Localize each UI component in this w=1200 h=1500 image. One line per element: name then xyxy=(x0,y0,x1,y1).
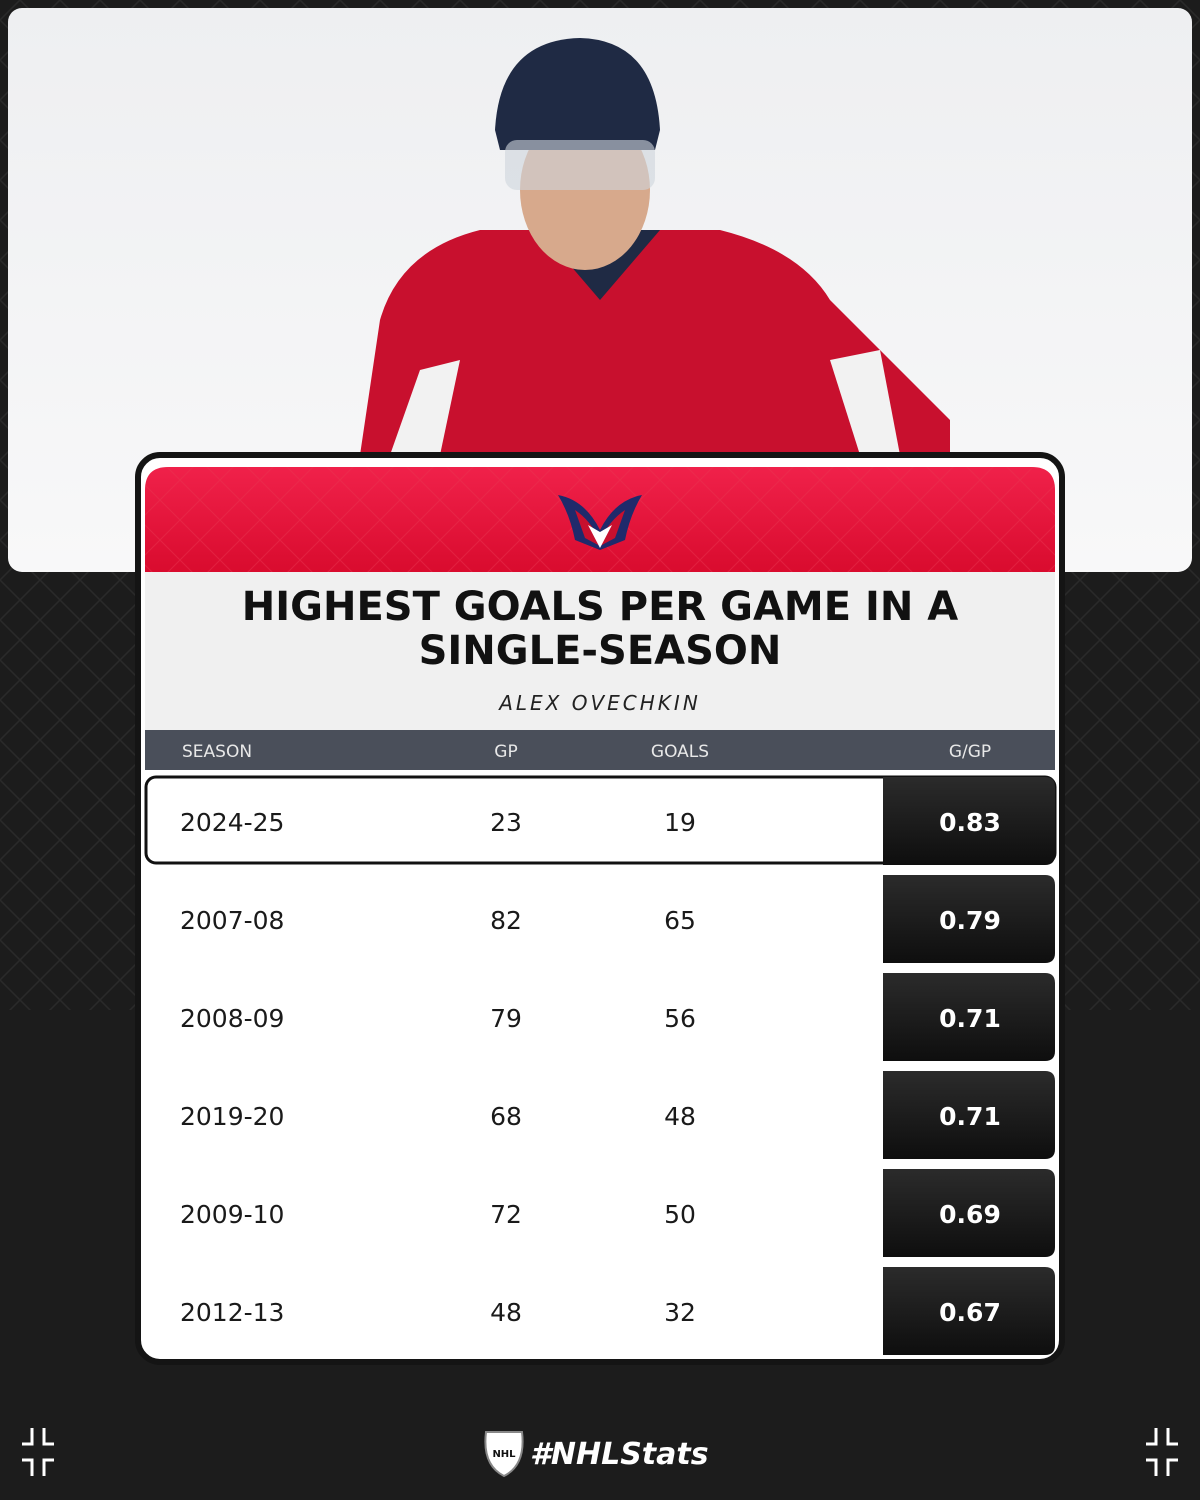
player-illustration xyxy=(360,38,950,455)
table-row: 2024-25 23 19 0.83 xyxy=(144,775,1057,865)
column-header: SEASON xyxy=(182,742,252,762)
column-header: GOALS xyxy=(651,742,709,762)
cell: 68 xyxy=(490,1102,522,1131)
column-header: G/GP xyxy=(949,742,991,762)
cell: 65 xyxy=(664,906,696,935)
cell: 2009-10 xyxy=(180,1200,284,1229)
cell: 79 xyxy=(490,1004,522,1033)
footer-hashtag: #NHLStats xyxy=(530,1437,709,1472)
svg-text:NHL: NHL xyxy=(492,1449,516,1460)
cell: 32 xyxy=(664,1298,696,1327)
value-cell xyxy=(883,1071,1055,1159)
g-per-gp: 0.69 xyxy=(939,1200,1001,1229)
table-row: 2008-09 79 56 0.71 xyxy=(145,973,1055,1061)
team-logo xyxy=(558,495,642,550)
cell: 2024-25 xyxy=(180,808,284,837)
title: HIGHEST GOALS PER GAME IN A SINGLE-SEASON xyxy=(242,584,958,674)
cell: 2019-20 xyxy=(180,1102,284,1131)
row-bg xyxy=(145,875,1055,963)
cell: 2007-08 xyxy=(180,906,284,935)
value-cell xyxy=(883,777,1055,865)
cell: 56 xyxy=(664,1004,696,1033)
row-bg xyxy=(145,1267,1055,1355)
card-header-pattern xyxy=(145,467,1055,572)
cell: 2012-13 xyxy=(180,1298,284,1327)
g-per-gp: 0.67 xyxy=(939,1298,1001,1327)
cell: 19 xyxy=(664,808,696,837)
header-bar xyxy=(145,730,1055,770)
value-cell xyxy=(883,1169,1055,1257)
cell: 72 xyxy=(490,1200,522,1229)
cell: 48 xyxy=(664,1102,696,1131)
cell: 50 xyxy=(664,1200,696,1229)
column-header: GP xyxy=(494,742,517,762)
g-per-gp: 0.79 xyxy=(939,906,1001,935)
row-bg xyxy=(145,1071,1055,1159)
cell: 2008-09 xyxy=(180,1004,284,1033)
title-area xyxy=(145,572,1055,730)
cell: 48 xyxy=(490,1298,522,1327)
table-row: 2007-08 82 65 0.79 xyxy=(145,875,1055,963)
value-cell xyxy=(883,1267,1055,1355)
table-row: 2019-20 68 48 0.71 xyxy=(145,1071,1055,1159)
cell: 82 xyxy=(490,906,522,935)
g-per-gp: 0.71 xyxy=(939,1004,1001,1033)
row-bg xyxy=(145,973,1055,1061)
row-bg xyxy=(145,1169,1055,1257)
subtitle: ALEX OVECHKIN xyxy=(497,691,701,715)
value-cell xyxy=(883,973,1055,1061)
g-per-gp: 0.83 xyxy=(939,808,1001,837)
table-row: 2012-13 48 32 0.67 xyxy=(145,1267,1055,1355)
nhl-shield: NHL xyxy=(484,1431,524,1478)
cell: 23 xyxy=(490,808,522,837)
corner-icons xyxy=(22,1428,1178,1476)
value-cell xyxy=(883,875,1055,963)
g-per-gp: 0.71 xyxy=(939,1102,1001,1131)
table-row: 2009-10 72 50 0.69 xyxy=(145,1169,1055,1257)
